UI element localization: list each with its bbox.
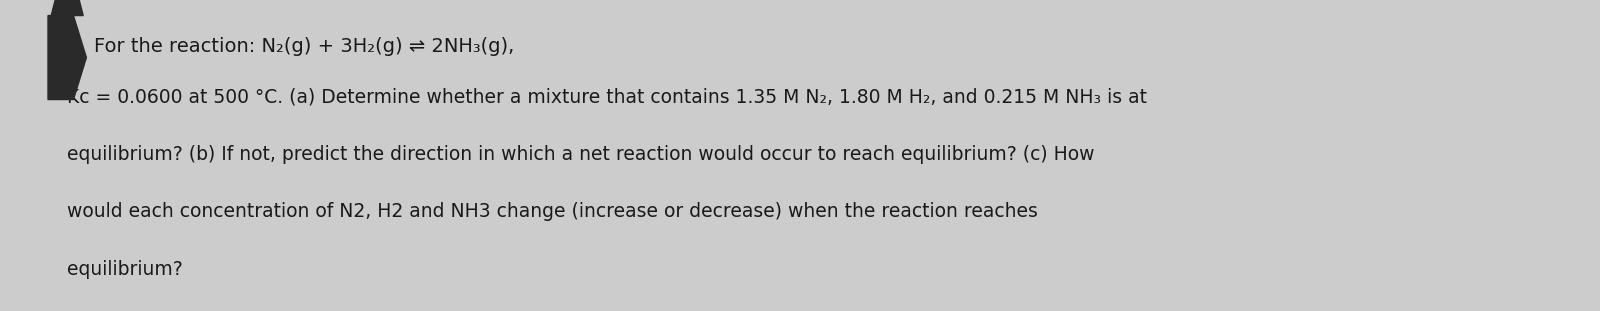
Text: would each concentration of N2, H2 and NH3 change (increase or decrease) when th: would each concentration of N2, H2 and N… xyxy=(67,202,1038,221)
Text: equilibrium?: equilibrium? xyxy=(67,260,182,279)
Polygon shape xyxy=(48,16,86,100)
Text: equilibrium? (b) If not, predict the direction in which a net reaction would occ: equilibrium? (b) If not, predict the dir… xyxy=(67,145,1094,164)
Text: Kc = 0.0600 at 500 °C. (a) Determine whether a mixture that contains 1.35 M N₂, : Kc = 0.0600 at 500 °C. (a) Determine whe… xyxy=(67,87,1147,106)
Polygon shape xyxy=(51,0,83,16)
Text: For the reaction: N₂(g) + 3H₂(g) ⇌ 2NH₃(g),: For the reaction: N₂(g) + 3H₂(g) ⇌ 2NH₃(… xyxy=(94,37,515,56)
